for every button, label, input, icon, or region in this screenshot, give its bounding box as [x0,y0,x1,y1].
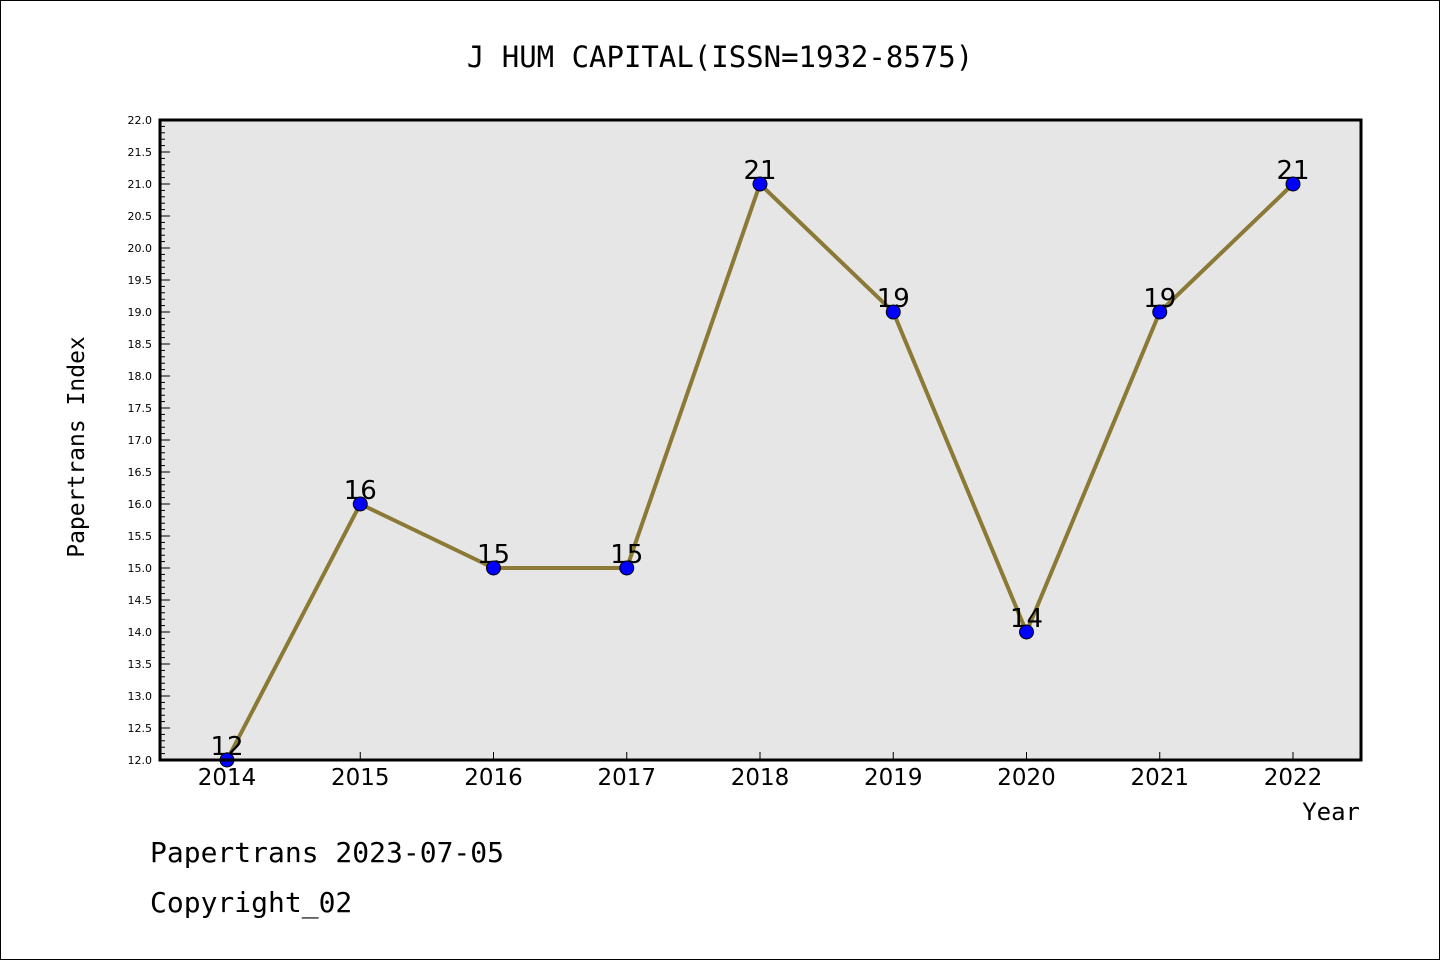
data-point [1152,304,1168,320]
x-tick-label: 2018 [731,765,790,791]
x-tick-label: 2017 [597,765,656,791]
data-point [1285,176,1301,192]
y-tick-label: 19.0 [128,306,153,319]
y-tick-label: 20.5 [128,210,153,223]
y-tick-label: 12.0 [128,754,153,767]
footer-copyright: Copyright_02 [150,886,353,919]
x-tick-label: 2020 [997,765,1056,791]
data-point [486,560,501,576]
y-tick-label: 18.0 [128,370,153,383]
data-point [885,304,901,320]
y-tick-label: 21.5 [128,146,153,159]
plot-border [158,118,1363,762]
y-tick-label: 13.0 [128,690,153,703]
y-tick-label: 13.5 [128,658,153,671]
data-point [752,176,768,192]
y-tick-label: 21.0 [128,178,153,191]
y-tick-label: 17.5 [128,402,153,415]
y-axis-label: Papertrans Index [64,336,90,558]
data-point [1019,624,1034,640]
plot-background [160,120,1361,760]
x-tick-label: 2021 [1130,765,1189,791]
footer-date: Papertrans 2023-07-05 [150,836,505,869]
y-tick-label: 14.0 [128,626,153,639]
y-tick-label: 16.5 [128,466,153,479]
y-tick-label: 14.5 [128,594,153,607]
chart-title: J HUM CAPITAL(ISSN=1932-8575) [467,40,973,74]
x-tick-label: 2022 [1264,765,1323,791]
y-tick-label: 12.5 [128,722,153,735]
y-tick-label: 22.0 [128,114,153,127]
y-tick-label: 19.5 [128,274,153,287]
x-axis-label: Year [1302,798,1360,826]
y-tick-label: 16.0 [128,498,153,511]
x-tick-label: 2019 [864,765,923,791]
x-tick-label: 2014 [198,765,257,791]
y-tick-label: 15.0 [128,562,153,575]
y-tick-label: 20.0 [128,242,153,255]
data-point [619,560,635,576]
x-tick-label: 2016 [464,765,523,791]
y-tick-label: 18.5 [128,338,153,351]
x-tick-label: 2015 [331,765,390,791]
y-tick-label: 15.5 [128,530,153,543]
plot-area: 12.0 12.5 13.0 13.5 14.0 14.5 15.0 15.5 16.0 16.5… [128,114,1363,791]
data-point [352,496,368,512]
y-tick-label: 17.0 [128,434,153,447]
